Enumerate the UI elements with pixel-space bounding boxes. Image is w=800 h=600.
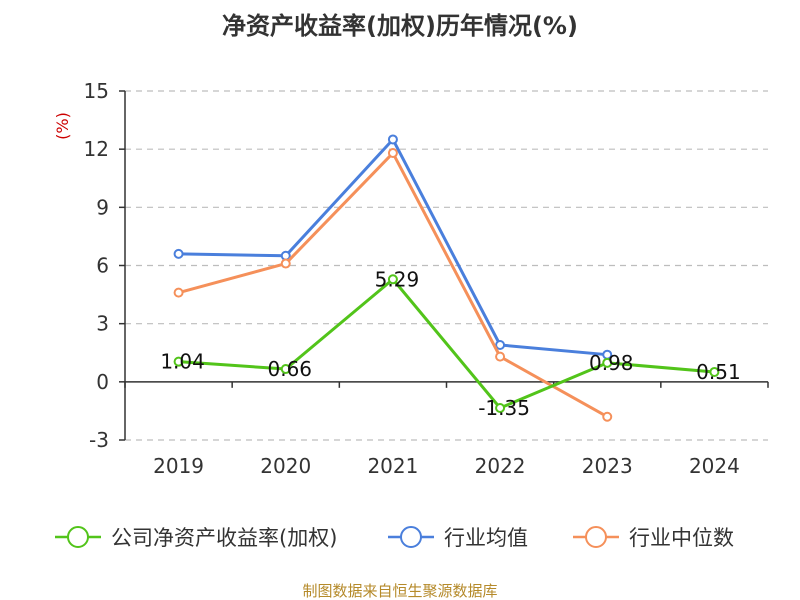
series-point-0 xyxy=(602,357,613,368)
series-point-0 xyxy=(173,356,184,367)
series-point-1 xyxy=(387,134,398,145)
legend-label: 行业均值 xyxy=(444,526,528,550)
data-label: 0.98 xyxy=(589,351,634,375)
series-point-1 xyxy=(495,339,506,350)
y-tick-label: 3 xyxy=(96,312,109,336)
series-point-0 xyxy=(387,274,398,285)
y-tick-label: -3 xyxy=(89,428,109,452)
x-tick-label: 2023 xyxy=(582,454,633,478)
y-tick-label: 12 xyxy=(84,137,109,161)
series-point-2 xyxy=(387,148,398,159)
x-tick-label: 2024 xyxy=(689,454,740,478)
data-label: 1.04 xyxy=(160,350,205,374)
series-point-2 xyxy=(602,411,613,422)
y-tick-label: 15 xyxy=(84,79,109,103)
data-label: 0.66 xyxy=(267,357,312,381)
series-point-1 xyxy=(173,248,184,259)
series-point-2 xyxy=(280,258,291,269)
series-point-0 xyxy=(495,403,506,414)
x-tick-label: 2019 xyxy=(153,454,204,478)
series-point-2 xyxy=(173,287,184,298)
legend-swatch-marker xyxy=(67,526,89,548)
data-label: 0.51 xyxy=(696,360,741,384)
data-label: -1.35 xyxy=(478,396,530,420)
y-tick-label: 6 xyxy=(96,254,109,278)
x-tick-label: 2020 xyxy=(260,454,311,478)
data-label: 5.29 xyxy=(375,267,420,291)
series-line-0 xyxy=(178,277,715,410)
legend-swatch-marker xyxy=(585,526,607,548)
x-tick-label: 2022 xyxy=(475,454,526,478)
x-tick-label: 2021 xyxy=(367,454,418,478)
legend-swatch-marker xyxy=(400,526,422,548)
chart-title: 净资产收益率(加权)历年情况(%) xyxy=(222,12,578,40)
series-point-0 xyxy=(709,366,720,377)
series-point-0 xyxy=(280,364,291,375)
series-line-1 xyxy=(178,137,608,357)
legend-label: 行业中位数 xyxy=(629,526,734,550)
y-tick-label: 0 xyxy=(96,370,109,394)
legend-label: 公司净资产收益率(加权) xyxy=(111,526,337,550)
y-tick-label: 9 xyxy=(96,195,109,219)
data-source-note: 制图数据来自恒生聚源数据库 xyxy=(302,582,497,600)
y-axis-label: (%) xyxy=(53,112,72,140)
series-point-2 xyxy=(495,351,506,362)
